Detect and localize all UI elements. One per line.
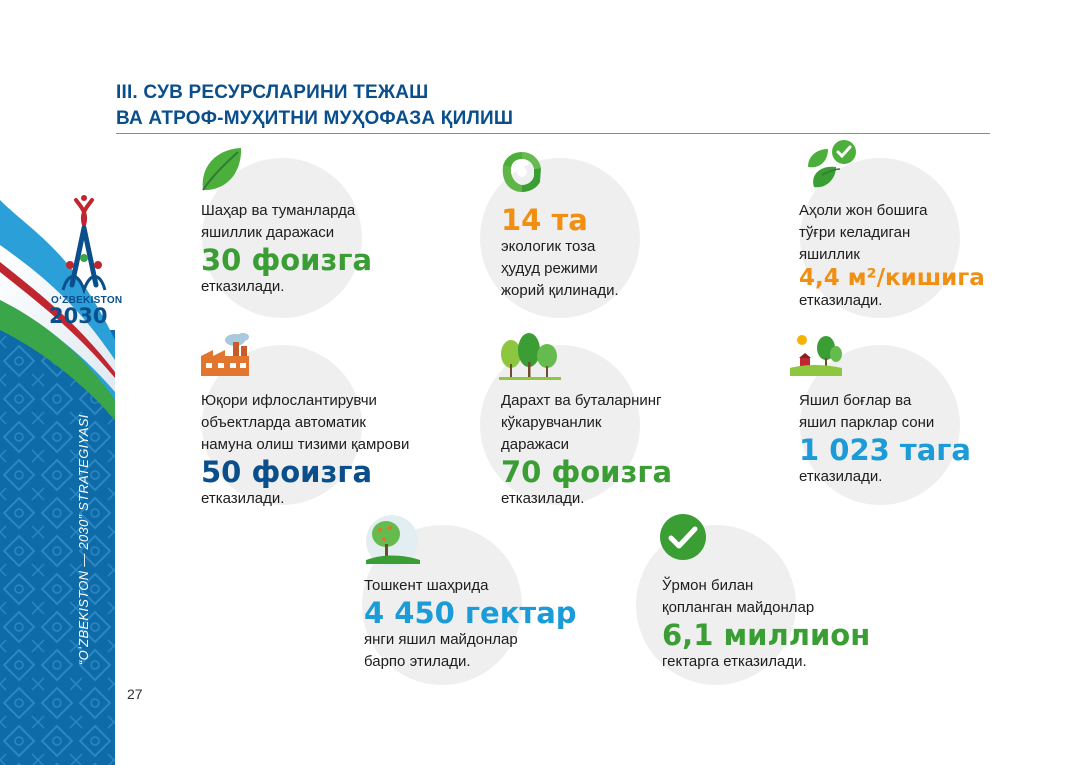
section-title-line-1: III. СУВ РЕСУРСЛАРИНИ ТЕЖАШ xyxy=(116,82,429,103)
card-text: Юқори ифлослантирувчи объектларда автома… xyxy=(201,390,409,510)
card-line: гектарга етказилади. xyxy=(662,653,807,670)
card-value: 4 450 гектар xyxy=(364,596,577,630)
section-title-line-2: ВА АТРОФ-МУҲИТНИ МУҲОФАЗА ҚИЛИШ xyxy=(116,108,514,129)
card-line: яшиллик xyxy=(799,246,860,263)
recycle-icon xyxy=(502,152,541,192)
leaves-check-icon xyxy=(808,140,856,188)
garden-tree-icon xyxy=(366,515,420,567)
card-text: Тошкент шаҳрида 4 450 гектар янги яшил м… xyxy=(364,575,577,673)
card-line: етказилади. xyxy=(799,292,883,309)
card-background-circle xyxy=(800,158,960,318)
card-line: етказилади. xyxy=(501,490,585,507)
card-value: 14 та xyxy=(501,203,588,237)
card-line: барпо этилади. xyxy=(364,653,471,670)
card-line: Аҳоли жон бошига xyxy=(799,202,928,219)
card-line: етказилади. xyxy=(799,468,883,485)
page-number: 27 xyxy=(127,686,143,702)
card-line: ҳудуд режими xyxy=(501,260,598,277)
card-line: Тошкент шаҳрида xyxy=(364,577,489,594)
card-line: кўкарувчанлик xyxy=(501,414,602,431)
card-line: Дарахт ва буталарнинг xyxy=(501,392,662,409)
card-line: экологик тоза xyxy=(501,238,596,255)
card-value: 6,1 миллион xyxy=(662,618,871,652)
decorative-side-band: OʻZBEKISTON 2030 “OʻZBEKISTON — 2030” ST… xyxy=(0,0,122,765)
card-line: Яшил боғлар ва xyxy=(799,392,912,409)
uzbekistan-2030-logo xyxy=(61,195,107,295)
factory-icon xyxy=(201,333,249,376)
park-icon xyxy=(790,335,842,376)
card-line: даражаси xyxy=(501,436,570,453)
card-text: Ўрмон билан қопланган майдонлар 6,1 милл… xyxy=(662,575,870,673)
check-circle-icon xyxy=(660,514,706,560)
card-line: яшил парклар сони xyxy=(799,414,935,431)
logo-text: OʻZBEKISTON xyxy=(51,295,123,306)
card-text: Яшил боғлар ва яшил парклар сони 1 023 т… xyxy=(799,390,971,488)
card-line: Юқори ифлослантирувчи xyxy=(201,392,377,409)
card-value: 30 фоизга xyxy=(201,243,373,277)
side-band-graphic xyxy=(0,195,115,765)
card-text: Аҳоли жон бошига тўғри келадиган яшиллик… xyxy=(799,200,985,312)
card-background-circle xyxy=(202,158,362,318)
card-background-circle xyxy=(480,345,640,505)
card-text: 14 та экологик тоза ҳудуд режими жорий қ… xyxy=(501,204,619,302)
logo-year: 2030 xyxy=(49,304,108,328)
vertical-strategy-caption: “OʻZBEKISTON — 2030” STRATEGIYASI xyxy=(76,414,91,665)
leaf-icon xyxy=(202,148,242,191)
card-line: яшиллик даражаси xyxy=(201,224,335,241)
card-background-circle xyxy=(636,525,796,685)
card-line: намуна олиш тизими қамрови xyxy=(201,436,410,453)
card-value: 1 023 тага xyxy=(799,433,972,467)
card-line: Шаҳар ва туманларда xyxy=(201,202,356,219)
card-line: етказилади. xyxy=(201,490,285,507)
card-line: янги яшил майдонлар xyxy=(364,631,518,648)
card-text: Шаҳар ва туманларда яшиллик даражаси 30 … xyxy=(201,200,372,298)
card-line: етказилади. xyxy=(201,278,285,295)
title-divider xyxy=(116,133,990,134)
section-title: III. СУВ РЕСУРСЛАРИНИ ТЕЖАШ ВА АТРОФ-МУҲ… xyxy=(116,80,513,132)
card-text: Дарахт ва буталарнинг кўкарувчанлик дара… xyxy=(501,390,672,510)
card-value: 70 фоизга xyxy=(501,455,673,489)
card-value: 4,4 м²/кишига xyxy=(799,265,985,291)
card-value: 50 фоизга xyxy=(201,455,373,489)
card-line: тўғри келадиган xyxy=(799,224,911,241)
card-line: қопланган майдонлар xyxy=(662,599,815,616)
card-line: объектларда автоматик xyxy=(201,414,366,431)
trees-icon xyxy=(499,333,561,380)
card-background-circle xyxy=(480,158,640,318)
card-line: жорий қилинади. xyxy=(501,282,619,299)
card-line: Ўрмон билан xyxy=(662,577,754,594)
